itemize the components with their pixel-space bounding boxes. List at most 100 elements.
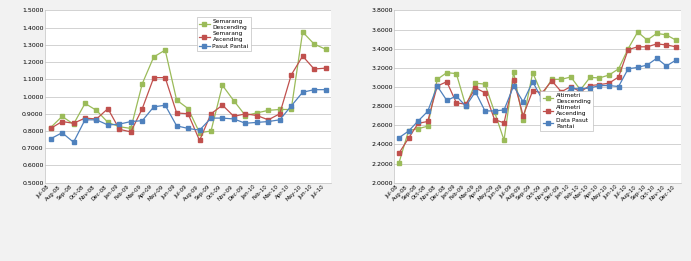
Altimetri
Ascending [614,75,623,79]
Semarang
Descending [149,55,158,58]
Altimetri
Ascending [586,84,594,87]
Pasut Pantai [161,104,169,107]
Data Pasut
Pantai [509,85,518,88]
Altimetri
Ascending [557,90,565,93]
Pasut Pantai [115,123,124,126]
Altimetri
Descending [529,71,537,74]
Altimetri
Ascending [414,122,422,125]
Altimetri
Ascending [462,103,470,106]
Altimetri
Descending [443,71,451,74]
Pasut Pantai [46,137,55,140]
Semarang
Descending [115,125,124,128]
Pasut Pantai [276,118,284,121]
Altimetri
Ascending [567,85,575,88]
Altimetri
Ascending [605,82,613,85]
Semarang
Descending [230,99,238,102]
Pasut Pantai [264,120,272,123]
Line: Pasut Pantai: Pasut Pantai [48,88,328,144]
Line: Altimetri
Ascending: Altimetri Ascending [397,42,678,155]
Pasut Pantai [184,127,192,130]
Legend: Altimetri
Descending, Altimetri
Ascending, Data Pasut
Pantai: Altimetri Descending, Altimetri Ascendin… [540,91,593,131]
Data Pasut
Pantai [500,108,508,111]
Altimetri
Ascending [624,48,632,51]
Altimetri
Ascending [538,91,547,94]
Data Pasut
Pantai [662,64,670,68]
Semarang
Ascending [253,114,261,117]
Semarang
Descending [161,49,169,52]
Semarang
Descending [321,48,330,51]
Altimetri
Ascending [576,90,585,93]
Data Pasut
Pantai [404,129,413,133]
Pasut Pantai [230,117,238,121]
Data Pasut
Pantai [471,90,480,93]
Altimetri
Descending [662,33,670,36]
Semarang
Descending [69,123,77,126]
Altimetri
Descending [414,127,422,130]
Pasut Pantai [58,131,66,134]
Pasut Pantai [93,118,101,121]
Altimetri
Descending [567,75,575,79]
Semarang
Descending [287,108,295,111]
Data Pasut
Pantai [643,63,652,67]
Semarang
Ascending [310,67,319,70]
Pasut Pantai [253,121,261,124]
Semarang
Descending [46,126,55,129]
Semarang
Descending [196,131,204,134]
Semarang
Ascending [196,139,204,142]
Semarang
Ascending [81,116,89,120]
Semarang
Ascending [104,107,112,110]
Data Pasut
Pantai [462,105,470,108]
Pasut Pantai [287,104,295,108]
Altimetri
Descending [634,30,642,33]
Altimetri
Ascending [634,45,642,48]
Pasut Pantai [218,116,227,120]
Data Pasut
Pantai [443,99,451,102]
Semarang
Ascending [230,115,238,118]
Line: Semarang
Ascending: Semarang Ascending [48,54,328,143]
Altimetri
Ascending [424,120,432,123]
Semarang
Descending [310,43,319,46]
Data Pasut
Pantai [452,94,460,98]
Altimetri
Descending [624,47,632,50]
Semarang
Descending [138,82,146,85]
Semarang
Ascending [276,112,284,115]
Altimetri
Descending [596,76,604,79]
Semarang
Ascending [46,127,55,130]
Data Pasut
Pantai [538,98,547,101]
Semarang
Ascending [161,76,169,79]
Semarang
Ascending [218,104,227,107]
Data Pasut
Pantai [567,87,575,90]
Semarang
Descending [126,127,135,130]
Pasut Pantai [196,129,204,132]
Altimetri
Descending [557,78,565,81]
Data Pasut
Pantai [433,85,442,88]
Semarang
Descending [81,102,89,105]
Altimetri
Ascending [404,137,413,140]
Altimetri
Descending [519,119,527,122]
Pasut Pantai [104,123,112,127]
Altimetri
Ascending [652,42,661,45]
Semarang
Ascending [264,118,272,121]
Data Pasut
Pantai [576,87,585,91]
Semarang
Descending [93,109,101,112]
Semarang
Ascending [93,117,101,121]
Altimetri
Ascending [596,83,604,86]
Semarang
Ascending [58,120,66,123]
Altimetri
Descending [481,82,489,86]
Altimetri
Descending [424,125,432,128]
Semarang
Descending [276,108,284,111]
Altimetri
Descending [538,93,547,96]
Altimetri
Ascending [395,151,403,155]
Semarang
Ascending [184,112,192,115]
Semarang
Descending [104,121,112,124]
Semarang
Ascending [138,107,146,110]
Altimetri
Descending [586,76,594,79]
Data Pasut
Pantai [529,80,537,83]
Data Pasut
Pantai [414,119,422,122]
Semarang
Ascending [299,55,307,58]
Altimetri
Descending [652,32,661,35]
Pasut Pantai [310,88,319,91]
Legend: Semarang
Descending, Semarang
Ascending, Pasut Pantai: Semarang Descending, Semarang Ascending,… [197,17,251,51]
Data Pasut
Pantai [596,84,604,87]
Semarang
Descending [58,115,66,118]
